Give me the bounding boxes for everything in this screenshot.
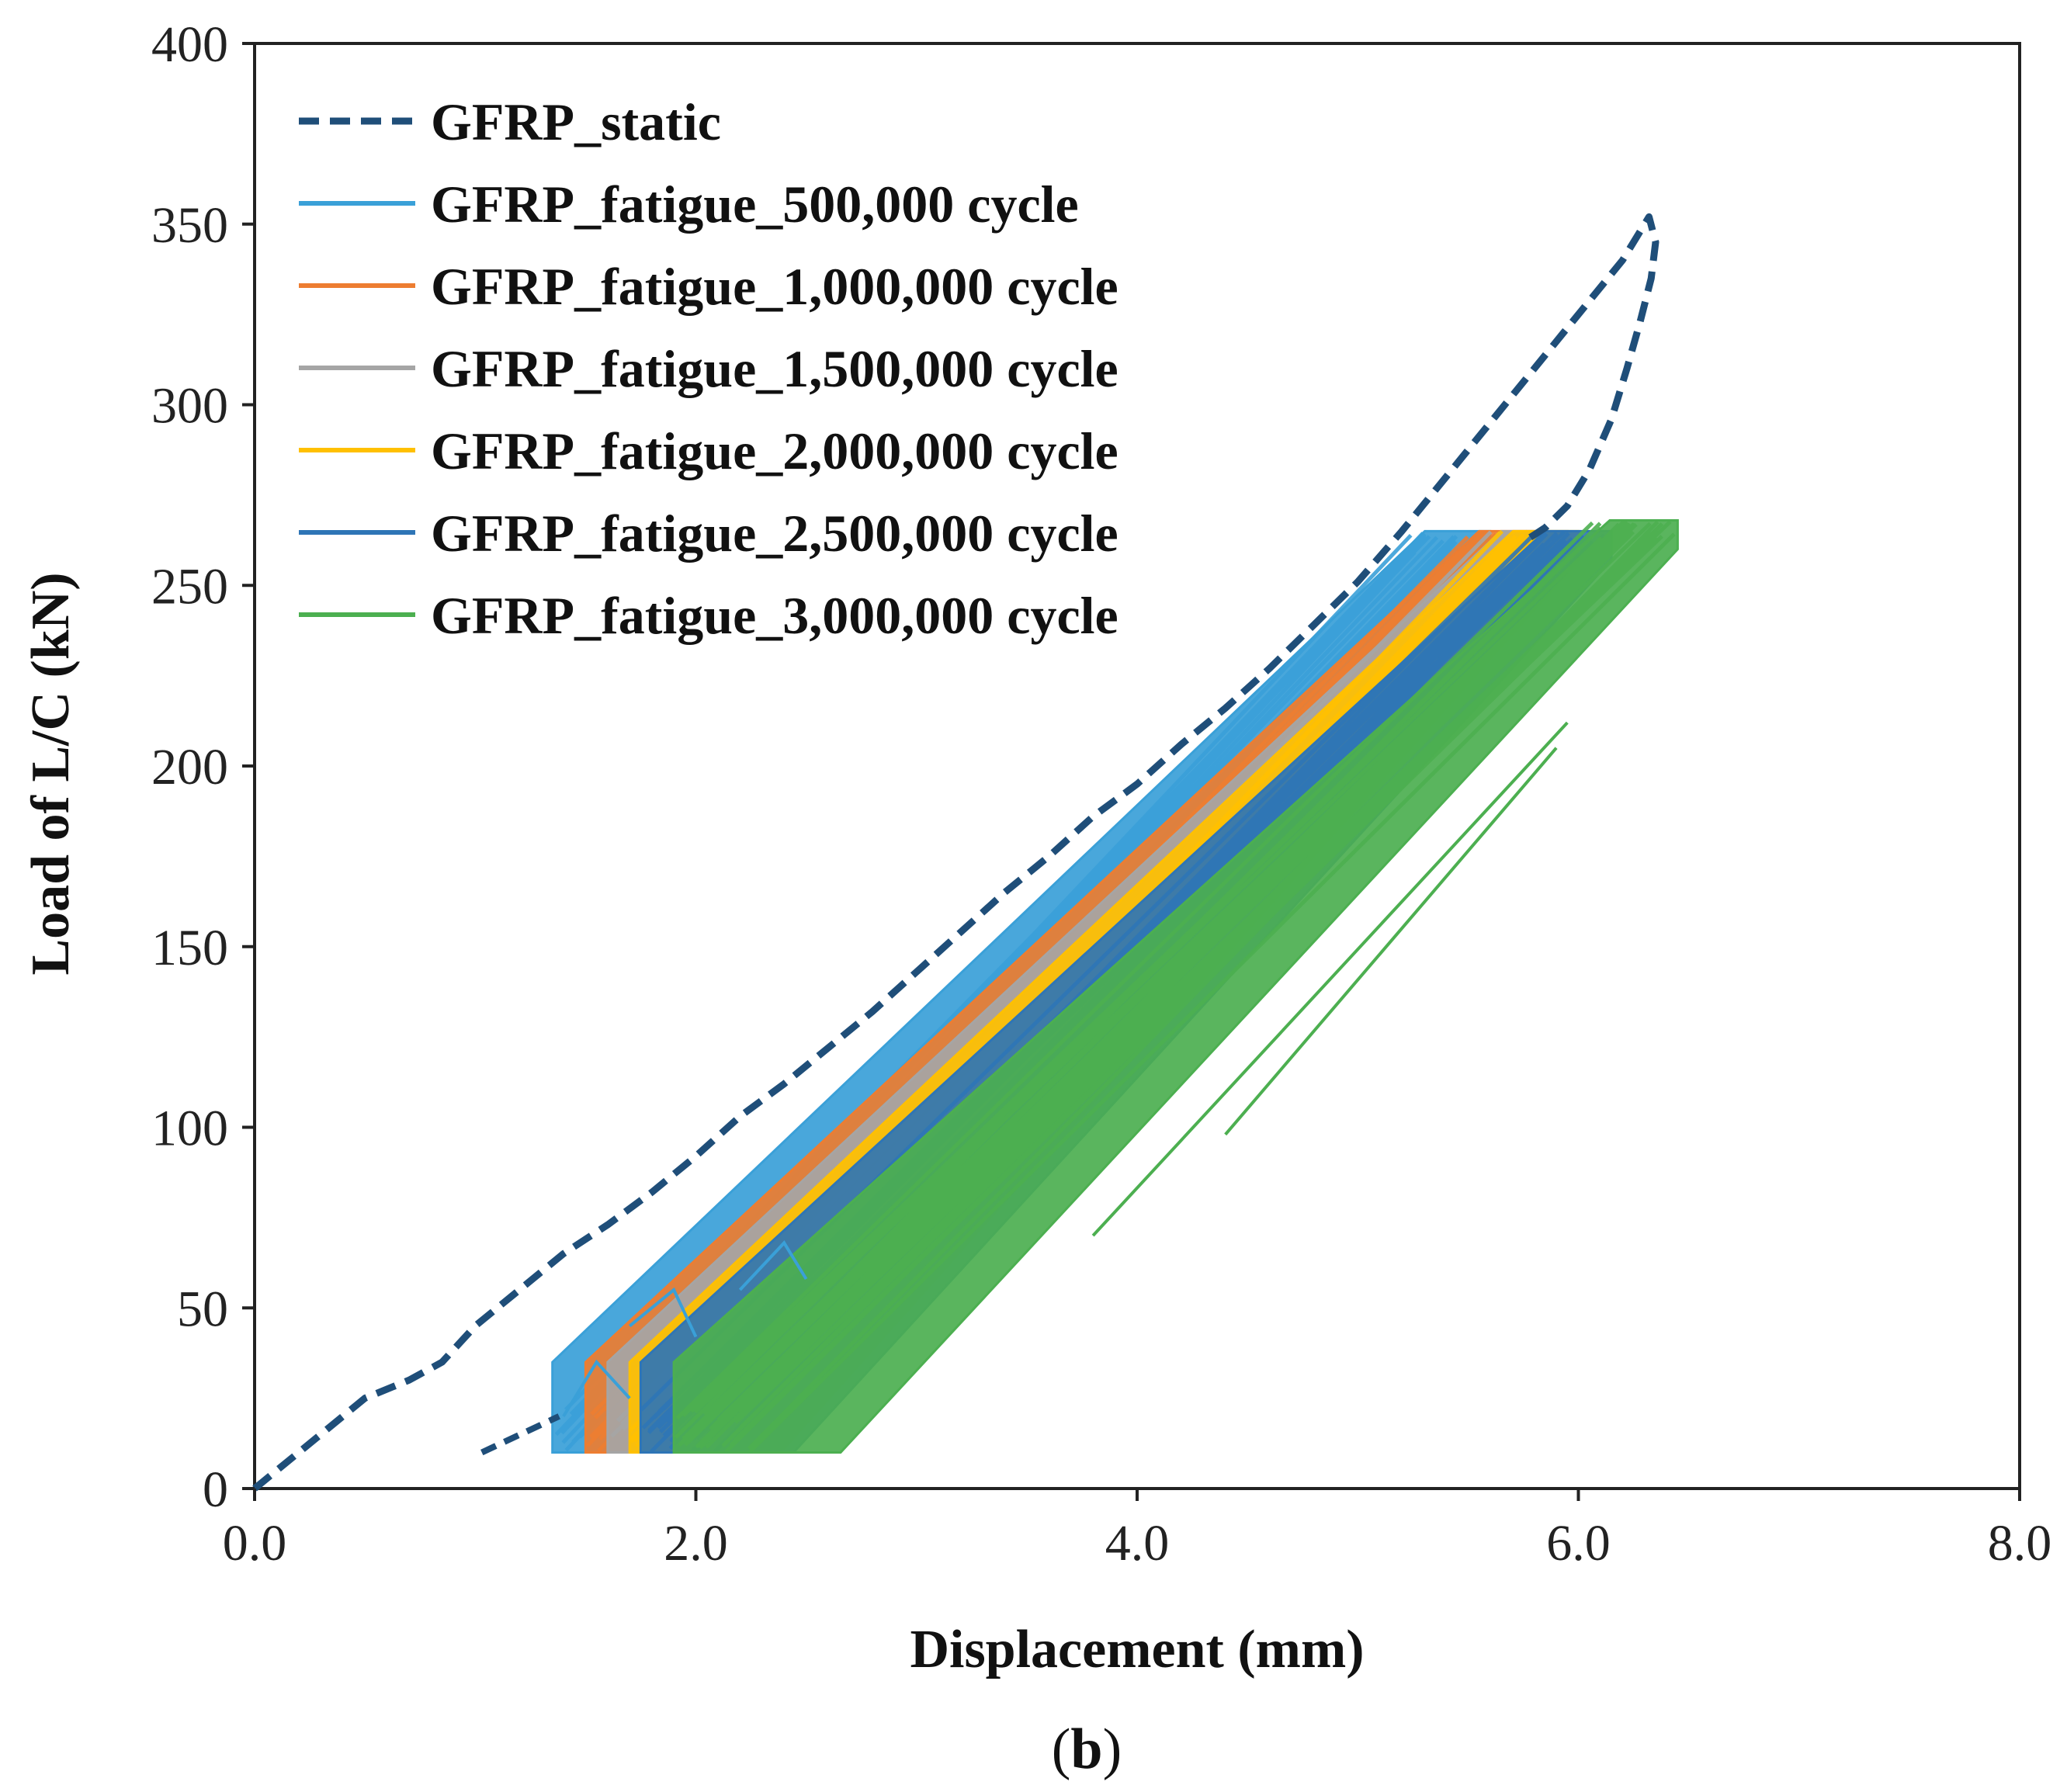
y-tick-label: 250	[151, 558, 228, 615]
axis-layer: 0.0 2.0 4.0 6.0 8.0 0 50 100 150 200 250 300 350 400	[151, 16, 2051, 1572]
caption-letter: b	[1070, 1717, 1102, 1781]
legend-label: GFRP_fatigue_1,000,000 cycle	[431, 257, 1118, 316]
start-spike	[628, 1287, 698, 1338]
start-spike	[738, 1240, 808, 1291]
caption-open-paren: (	[1052, 1717, 1071, 1781]
y-tick-label: 200	[151, 739, 228, 795]
y-tick-label: 300	[151, 378, 228, 435]
series-outlier-line	[1224, 747, 1558, 1136]
y-tick-label: 0	[203, 1461, 228, 1518]
x-tick-label: 2.0	[664, 1515, 728, 1572]
series-cycle-lines	[674, 518, 1676, 1454]
legend-label: GFRP_fatigue_3,000,000 cycle	[431, 586, 1118, 645]
x-axis-title: Displacement (mm)	[910, 1620, 1364, 1679]
caption-close-paren: )	[1103, 1717, 1122, 1781]
start-spike	[562, 1359, 631, 1417]
legend: GFRP_static GFRP_fatigue_500,000 cycle GFR…	[299, 92, 1118, 645]
y-axis-title: Load of L/C (kN)	[21, 572, 81, 975]
figure-caption: (b)	[1052, 1717, 1122, 1781]
series-gfrp-static	[252, 213, 1659, 1492]
y-tick-label: 350	[151, 197, 228, 254]
legend-label: GFRP_static	[431, 92, 721, 151]
legend-label: GFRP_fatigue_2,500,000 cycle	[431, 504, 1118, 563]
x-tick-label: 6.0	[1546, 1515, 1611, 1572]
series-start-spikes	[562, 1240, 808, 1417]
legend-label: GFRP_fatigue_1,500,000 cycle	[431, 339, 1118, 398]
series-layer	[252, 213, 1679, 1492]
legend-label: GFRP_fatigue_2,000,000 cycle	[431, 421, 1118, 480]
x-tick-label: 8.0	[1988, 1515, 2052, 1572]
y-tick-label: 400	[151, 16, 228, 73]
legend-label: GFRP_fatigue_500,000 cycle	[431, 175, 1079, 234]
series-gfrp-fatigue-3-000-000-cycle	[672, 518, 1679, 1454]
y-tick-label: 100	[151, 1101, 228, 1157]
x-tick-label: 4.0	[1105, 1515, 1170, 1572]
y-tick-label: 50	[177, 1281, 228, 1337]
series-gfrp-static-tail	[480, 1413, 560, 1456]
series-outlier-line	[1091, 721, 1569, 1237]
y-tick-label: 150	[151, 920, 228, 976]
x-tick-label: 0.0	[223, 1515, 287, 1572]
